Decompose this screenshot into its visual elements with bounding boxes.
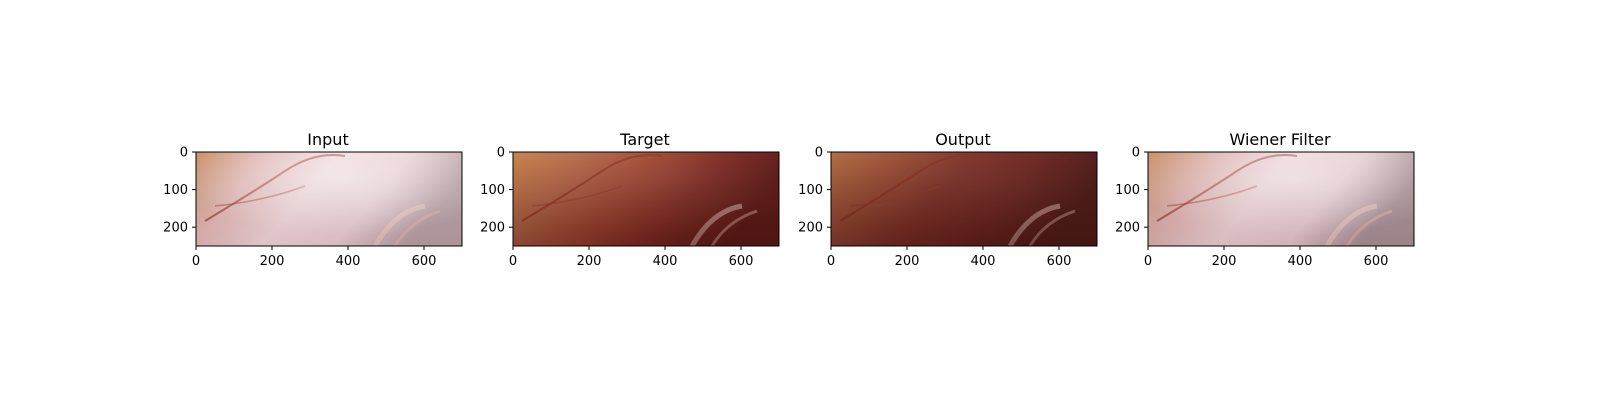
x-tick-label: 600 [1047,254,1072,269]
x-tick-label: 200 [577,254,602,269]
y-tick-label: 100 [480,183,505,198]
x-tick-label: 200 [1212,254,1237,269]
surgical-image [196,152,462,246]
x-tick-label: 600 [729,254,754,269]
x-tick-label: 600 [1364,254,1389,269]
panel-wiener: Wiener Filter 0 200 400 600 0 100 200 [1115,0,1467,400]
panel-input: Input 0 200 400 600 0 100 200 [163,0,515,400]
image-axes: 0 200 400 600 0 100 200 [1115,146,1415,269]
x-tick-label: 200 [895,254,920,269]
panel-title: Wiener Filter [1229,130,1331,149]
image-axes: 0 200 400 600 0 100 200 [163,146,463,269]
x-tick-label: 200 [260,254,285,269]
axes-frame [195,151,463,247]
axes-frame [512,151,780,247]
surgical-image [831,152,1097,246]
surgical-image [1148,152,1414,246]
y-tick-label: 200 [163,221,188,236]
panel-title: Input [307,130,349,149]
y-tick-label: 200 [1115,221,1140,236]
panel-output: Output 0 200 400 600 0 100 200 [798,0,1150,400]
x-tick-label: 400 [1288,254,1313,269]
y-tick-label: 0 [497,146,505,161]
y-tick-label: 100 [798,183,823,198]
panel-target: Target 0 200 400 600 0 100 200 [480,0,832,400]
image-axes: 0 200 400 600 0 100 200 [480,146,780,269]
axes-frame [1147,151,1415,247]
x-tick-label: 400 [336,254,361,269]
y-tick-label: 100 [1115,183,1140,198]
x-tick-label: 400 [653,254,678,269]
panel-title: Target [620,130,670,149]
x-tick-label: 0 [192,254,200,269]
y-tick-label: 200 [480,221,505,236]
panel-title: Output [935,130,991,149]
x-tick-label: 600 [412,254,437,269]
image-axes: 0 200 400 600 0 100 200 [798,146,1098,269]
surgical-image [513,152,779,246]
y-tick-label: 0 [815,146,823,161]
x-tick-label: 0 [1144,254,1152,269]
x-tick-label: 0 [827,254,835,269]
y-tick-label: 100 [163,183,188,198]
y-tick-label: 0 [1132,146,1140,161]
y-tick-label: 0 [180,146,188,161]
axes-frame [830,151,1098,247]
x-tick-label: 400 [971,254,996,269]
y-tick-label: 200 [798,221,823,236]
x-tick-label: 0 [509,254,517,269]
